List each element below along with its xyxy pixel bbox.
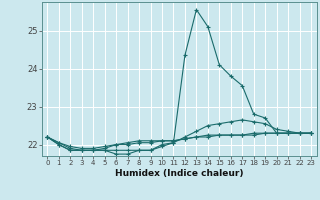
X-axis label: Humidex (Indice chaleur): Humidex (Indice chaleur) — [115, 169, 244, 178]
